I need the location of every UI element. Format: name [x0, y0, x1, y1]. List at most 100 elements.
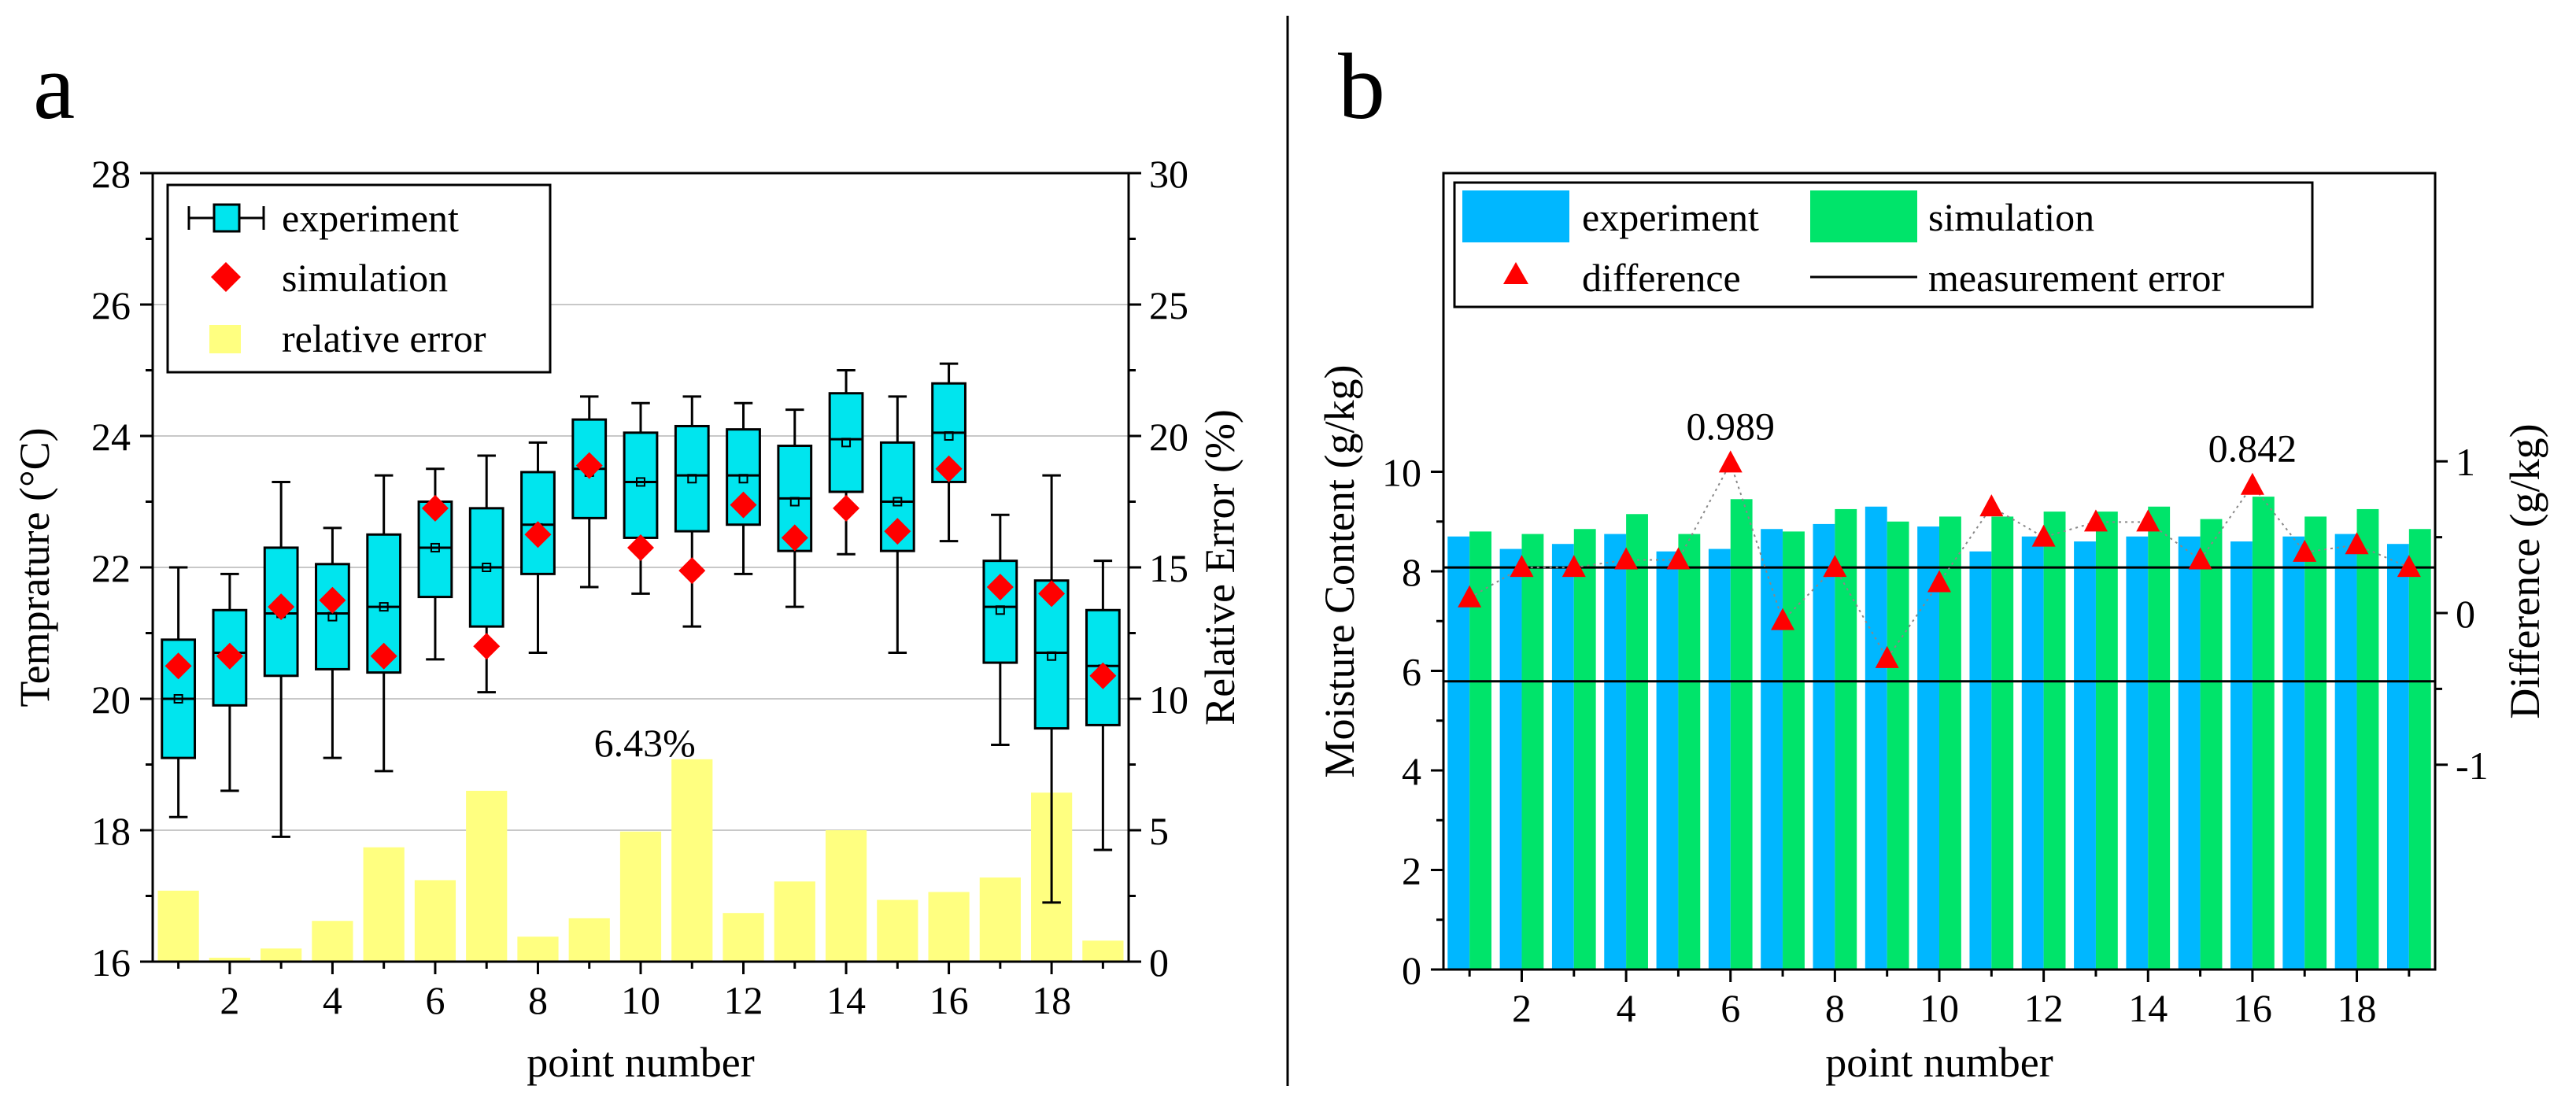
- x-tick-label: 10: [1920, 986, 1959, 1030]
- box-mean-marker: [841, 438, 852, 448]
- y2-tick-label: 5: [1149, 809, 1169, 853]
- experiment-box: [263, 480, 299, 838]
- simulation-marker: [164, 652, 192, 680]
- difference-marker: [2345, 532, 2369, 555]
- relative-error-bar: [1082, 940, 1124, 962]
- x-tick-label: 6: [425, 978, 445, 1022]
- x-axis: 2 4 6 8 10 12 14 16 18: [177, 962, 1104, 1022]
- simulation-marker: [730, 491, 757, 519]
- panel-label-a: a: [33, 34, 75, 139]
- simulation-bar: [2043, 512, 2066, 970]
- legend-experiment-label: experiment: [282, 196, 459, 240]
- experiment-box: [468, 454, 504, 694]
- x-axis-title: point number: [1825, 1039, 2053, 1086]
- y-tick-label: 24: [91, 415, 131, 459]
- y2-tick-label: 25: [1149, 283, 1188, 327]
- legend-simulation-swatch: [1810, 190, 1917, 242]
- difference-marker: [1979, 494, 2004, 517]
- difference-marker: [2293, 539, 2317, 562]
- relative-error-bar: [877, 899, 918, 962]
- legend: experiment simulation relative error: [166, 183, 552, 374]
- difference-marker: [1458, 585, 1482, 608]
- x-tick-label: 12: [724, 978, 763, 1022]
- legend-relative-error-swatch: [209, 325, 241, 353]
- legend-measurement-error-label: measurement error: [1928, 256, 2225, 300]
- difference-marker: [1561, 555, 1586, 578]
- box-iqr: [828, 392, 864, 493]
- y2-tick-label: 10: [1149, 678, 1188, 722]
- relative-error-bar: [261, 948, 302, 962]
- legend-simulation-label: simulation: [1928, 195, 2094, 239]
- experiment-bar: [1447, 536, 1470, 970]
- difference-marker: [1614, 547, 1639, 570]
- relative-error-bar: [825, 830, 867, 962]
- simulation-marker: [268, 593, 295, 621]
- y2-tick-label: 30: [1149, 152, 1188, 196]
- annotation-difference: 0.842: [2208, 427, 2297, 471]
- simulation-marker: [370, 642, 397, 670]
- y2-tick-label: 20: [1149, 415, 1188, 459]
- y-tick-label: 2: [1402, 849, 1421, 893]
- simulation-bar: [2200, 519, 2223, 970]
- legend-relative-error-label: relative error: [282, 316, 486, 360]
- y-tick-label: 4: [1402, 749, 1421, 793]
- x-tick-label: 14: [826, 978, 866, 1022]
- difference-marker: [1510, 555, 1534, 578]
- box-mean-marker: [687, 474, 697, 484]
- simulation-bar: [1783, 531, 1805, 970]
- experiment-bar: [1551, 544, 1574, 970]
- legend-simulation-label: simulation: [282, 256, 448, 300]
- experiment-bar: [2230, 541, 2253, 970]
- difference-marker: [2240, 472, 2264, 495]
- x-axis-title: point number: [527, 1039, 754, 1086]
- difference-marker: [1823, 555, 1847, 578]
- y2-axis-title: Difference (g/kg): [2501, 423, 2548, 718]
- simulation-marker: [627, 534, 654, 561]
- y-axis-left: 0 2 4 6 8 10: [1382, 451, 1443, 992]
- y2-tick-label: 0: [2456, 592, 2475, 636]
- simulation-bar: [1521, 534, 1544, 970]
- box-mean-marker: [430, 542, 440, 552]
- x-tick-label: 18: [2338, 986, 2377, 1030]
- simulation-bar: [1573, 529, 1596, 970]
- box-mean-marker: [995, 605, 1005, 615]
- relative-error-bar: [157, 890, 199, 962]
- box-mean-marker: [173, 694, 183, 704]
- experiment-bar: [1499, 548, 1522, 970]
- simulation-marker: [473, 633, 501, 660]
- experiment-bar: [2178, 536, 2201, 970]
- relative-error-bar: [568, 918, 610, 962]
- simulation-marker: [524, 521, 552, 548]
- box-iqr: [315, 563, 350, 670]
- y-tick-label: 10: [1382, 451, 1421, 495]
- relative-error-bar: [414, 880, 456, 962]
- relative-error-bar: [774, 881, 815, 962]
- difference-marker: [1771, 608, 1795, 630]
- experiment-box: [366, 474, 402, 773]
- simulation-marker: [678, 557, 706, 585]
- x-tick-label: 16: [2233, 986, 2272, 1030]
- y-axis-left: 16 18 20 22 24 26 28: [91, 152, 153, 984]
- experiment-bar: [2334, 534, 2357, 970]
- simulation-marker: [935, 455, 963, 482]
- y-axis-right: 0 5 10 15 20 25 30: [1129, 152, 1188, 984]
- legend-difference-label: difference: [1582, 256, 1741, 300]
- difference-marker: [2031, 524, 2056, 547]
- experiment-bar: [1813, 523, 1835, 970]
- y-tick-label: 8: [1402, 550, 1421, 594]
- box-iqr: [263, 546, 299, 678]
- box-iqr: [674, 424, 710, 533]
- x-tick-label: 4: [323, 978, 342, 1022]
- simulation-marker: [986, 574, 1014, 601]
- simulation-marker: [575, 452, 603, 479]
- legend-difference-swatch: [1503, 262, 1528, 284]
- box-iqr: [417, 500, 453, 599]
- y2-tick-label: 1: [2456, 440, 2475, 484]
- x-tick-label: 8: [528, 978, 548, 1022]
- y2-tick-label: 15: [1149, 546, 1188, 590]
- relative-error-bar: [619, 831, 662, 962]
- y-axis-title: Moisture Content (g/kg): [1316, 365, 1363, 778]
- legend: experiment simulation difference measuremen…: [1453, 181, 2314, 308]
- experiment-box: [623, 401, 659, 595]
